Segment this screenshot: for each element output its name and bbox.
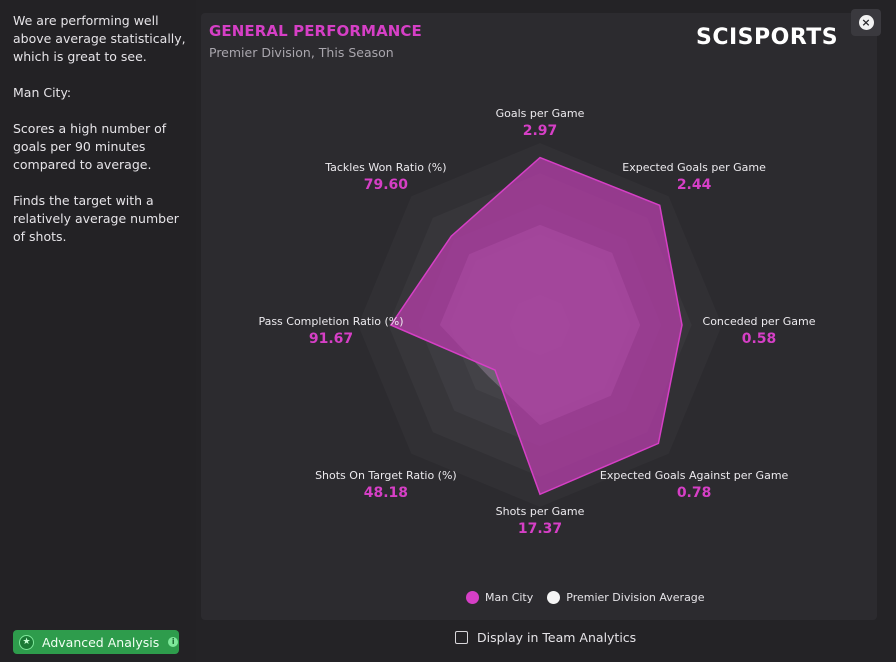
axis-value-3: 0.78 — [677, 485, 712, 501]
legend-item-team: Man City — [466, 591, 533, 604]
advanced-analysis-button[interactable]: ★ Advanced Analysis i — [13, 630, 179, 654]
axis-label-2: Conceded per Game — [703, 315, 816, 328]
display-in-team-analytics-checkbox[interactable]: Display in Team Analytics — [455, 630, 636, 645]
axis-label-1: Expected Goals per Game — [622, 161, 766, 174]
series-area-team — [389, 156, 683, 496]
advanced-analysis-label: Advanced Analysis — [42, 634, 160, 650]
scisports-logo: SCISPORTS — [696, 25, 839, 50]
axis-value-7: 79.60 — [364, 177, 409, 193]
axis-value-4: 17.37 — [518, 521, 562, 537]
display-in-team-analytics-label: Display in Team Analytics — [477, 630, 637, 645]
close-icon: × — [858, 15, 874, 30]
axis-value-2: 0.58 — [742, 331, 777, 347]
axis-label-7: Tackles Won Ratio (%) — [324, 161, 446, 174]
legend-label-average: Premier Division Average — [566, 591, 705, 604]
shooting-text: Finds the target with a relatively avera… — [13, 193, 179, 244]
legend-dot-average — [547, 591, 561, 604]
info-icon[interactable]: i — [168, 637, 179, 647]
axis-label-3: Expected Goals Against per Game — [600, 469, 789, 482]
sidebar: We are performing well above average sta… — [0, 0, 196, 662]
axis-value-5: 48.18 — [364, 485, 408, 501]
strength-text: Scores a high number of goals per 90 min… — [13, 121, 167, 172]
legend-dot-team — [466, 591, 479, 604]
summary-text: We are performing well above average sta… — [13, 13, 186, 64]
axis-label-5: Shots On Target Ratio (%) — [315, 469, 457, 482]
checkbox-icon[interactable] — [455, 631, 468, 644]
axis-value-0: 2.97 — [523, 123, 558, 139]
legend-label-team: Man City — [485, 591, 534, 604]
legend-item-average: Premier Division Average — [547, 591, 705, 604]
axis-value-6: 91.67 — [309, 331, 353, 347]
chart-legend: Man City Premier Division Average — [466, 591, 719, 604]
team-heading: Man City: — [13, 85, 72, 100]
chart-title: GENERAL PERFORMANCE — [209, 22, 422, 40]
star-icon: ★ — [19, 634, 34, 650]
axis-label-4: Shots per Game — [496, 505, 585, 518]
axis-label-6: Pass Completion Ratio (%) — [258, 315, 403, 328]
axis-label-0: Goals per Game — [496, 107, 585, 120]
axis-value-1: 2.44 — [677, 177, 712, 193]
close-button[interactable]: × — [851, 9, 881, 36]
chart-subtitle: Premier Division, This Season — [209, 45, 394, 60]
